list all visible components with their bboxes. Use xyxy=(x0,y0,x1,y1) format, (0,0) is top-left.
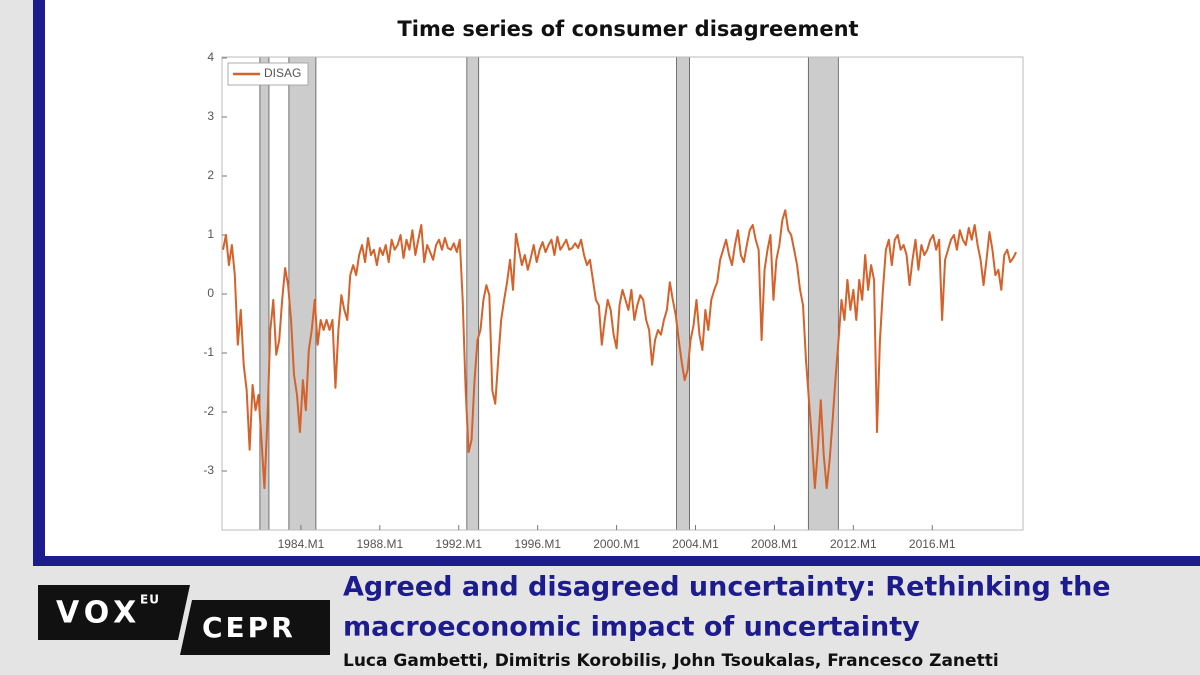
shaded-period xyxy=(676,56,690,531)
x-tick-label: 2012.M1 xyxy=(830,537,877,551)
y-tick-label: 0 xyxy=(207,286,214,300)
eu-logo: EU xyxy=(140,593,160,607)
x-tick-label: 1984.M1 xyxy=(278,537,325,551)
legend-label: DISAG xyxy=(264,66,301,80)
panel-border-left xyxy=(33,0,45,566)
legend-box xyxy=(227,62,309,86)
vox-logo-box xyxy=(38,585,190,640)
y-tick-label: 2 xyxy=(207,168,214,182)
y-tick-label: -2 xyxy=(203,404,214,418)
chart-panel xyxy=(40,0,1200,558)
y-tick-label: -3 xyxy=(203,463,214,477)
headline: macroeconomic impact of uncertainty xyxy=(343,612,920,643)
y-tick-label: 1 xyxy=(207,227,214,241)
x-tick-label: 1996.M1 xyxy=(514,537,561,551)
vox-logo: VOX xyxy=(56,596,141,631)
x-tick-label: 1992.M1 xyxy=(435,537,482,551)
x-tick-label: 2008.M1 xyxy=(751,537,798,551)
chart-title: Time series of consumer disagreement xyxy=(397,17,858,41)
cepr-logo-box xyxy=(180,600,330,655)
plot: -3 -2 -1 0 1 2 3 4 1984.M1 1988.M1 1992.M1 1996.M1 2… xyxy=(203,50,1024,551)
y-tick-label: -1 xyxy=(203,345,214,359)
shaded-period xyxy=(288,56,317,531)
cepr-logo: CEPR xyxy=(202,611,296,644)
shaded-period xyxy=(466,56,480,531)
y-tick-label: 3 xyxy=(207,109,214,123)
x-tick-label: 2004.M1 xyxy=(672,537,719,551)
x-tick-label: 2000.M1 xyxy=(593,537,640,551)
x-tick-label: 2016.M1 xyxy=(909,537,956,551)
headline: Agreed and disagreed uncertainty: Rethin… xyxy=(343,572,1111,603)
authors: Luca Gambetti, Dimitris Korobilis, John … xyxy=(343,651,999,671)
x-tick-label: 1988.M1 xyxy=(356,537,403,551)
data-line xyxy=(222,209,1017,490)
y-tick-label: 4 xyxy=(207,50,214,64)
shaded-period xyxy=(259,56,270,531)
panel-border-bottom xyxy=(33,556,1200,566)
